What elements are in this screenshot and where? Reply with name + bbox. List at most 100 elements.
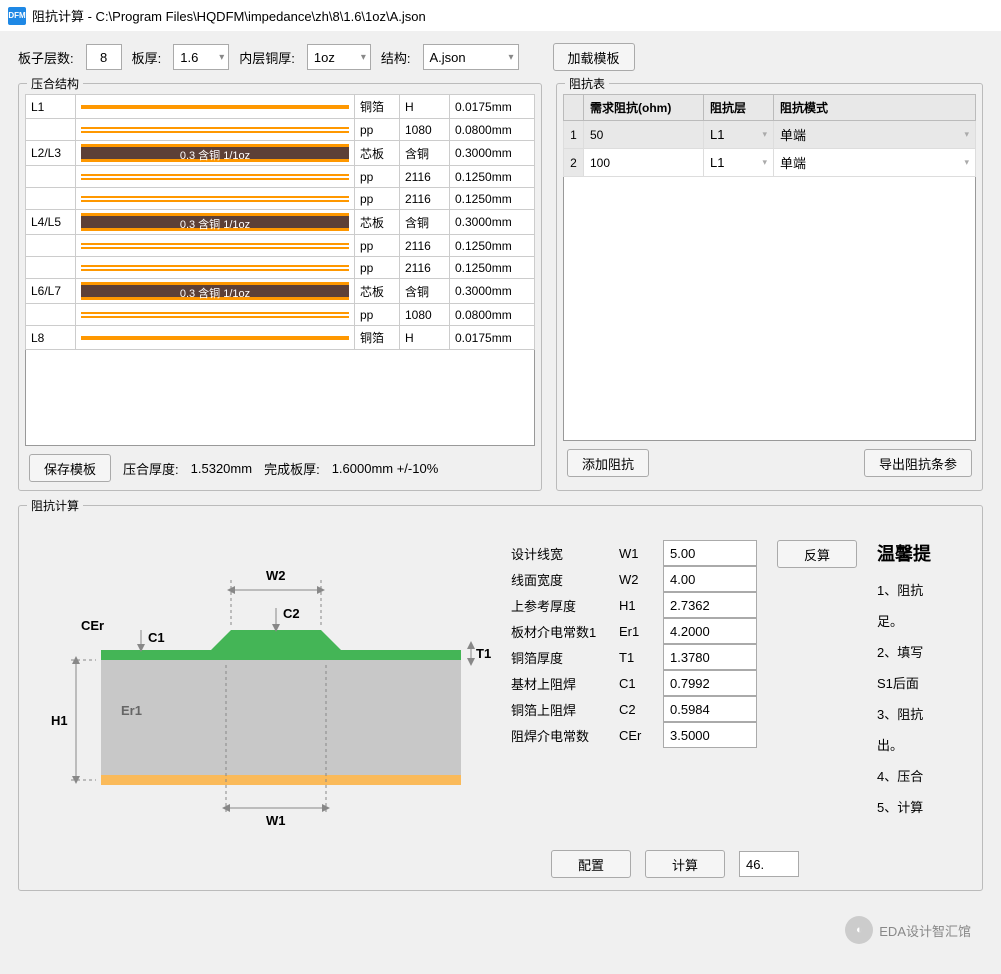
impedance-row[interactable]: 150L1单端 [564,121,976,149]
param-row: 线面宽度 W2 [511,566,757,592]
inner-cu-label: 内层铜厚: [239,48,295,67]
param-row: 设计线宽 W1 [511,540,757,566]
press-thk-value: 1.5320mm [191,461,252,476]
stackup-row[interactable]: pp10800.0800mm [26,119,535,141]
tip-line: 1、阻抗 [877,580,937,599]
tip-line: 足。 [877,611,937,630]
param-row: 上参考厚度 H1 [511,592,757,618]
thickness-label: 板厚: [132,48,162,67]
params-panel: 设计线宽 W1 线面宽度 W2 上参考厚度 H1 板材介电常数1 Er1 铜箔厚度 T1 基材上阻焊… [511,530,757,830]
stackup-row[interactable]: pp21160.1250mm [26,257,535,279]
tip-line: 3、阻抗 [877,704,937,723]
stackup-group: 压合结构 L1铜箔H0.0175mmpp10800.0800mmL2/L30.3… [18,83,542,491]
param-symbol: W2 [619,572,655,587]
param-label: 阻焊介电常数 [511,726,611,745]
cross-section-diagram: W2 C2 CEr C1 T1 H1 Er1 W1 [31,530,491,830]
thickness-combo[interactable]: 1.6 [173,44,229,70]
watermark: ◐ EDA设计智汇馆 [845,916,971,944]
titlebar: DFM 阻抗计算 - C:\Program Files\HQDFM\impeda… [0,0,1001,31]
param-row: 阻焊介电常数 CEr [511,722,757,748]
svg-text:W2: W2 [266,568,286,583]
layers-label: 板子层数: [18,48,74,67]
stackup-row[interactable]: pp10800.0800mm [26,304,535,326]
param-label: 铜箔厚度 [511,648,611,667]
stackup-row[interactable]: pp21160.1250mm [26,166,535,188]
stackup-row[interactable]: pp21160.1250mm [26,235,535,257]
param-label: 板材介电常数1 [511,622,611,641]
calc-group: 阻抗计算 W2 C2 CEr C1 [18,505,983,891]
finish-thk-value: 1.6000mm +/-10% [332,461,439,476]
tips-panel: 温馨提 1、阻抗足。2、填写S1后面3、阻抗出。4、压合5、计算 [877,530,937,830]
imp-header-req: 需求阻抗(ohm) [584,95,704,121]
param-symbol: CEr [619,728,655,743]
add-impedance-button[interactable]: 添加阻抗 [567,449,649,477]
tip-line: 出。 [877,735,937,754]
svg-text:T1: T1 [476,646,491,661]
wechat-icon: ◐ [845,916,873,944]
param-input[interactable] [663,566,757,592]
impedance-row[interactable]: 2100L1单端 [564,149,976,177]
stackup-row[interactable]: L4/L50.3 含铜 1/1oz芯板含铜0.3000mm [26,210,535,235]
finish-thk-label: 完成板厚: [264,459,320,478]
stackup-row[interactable]: pp21160.1250mm [26,188,535,210]
struct-combo[interactable]: A.json [423,44,519,70]
svg-text:Er1: Er1 [121,703,142,718]
param-label: 铜箔上阻焊 [511,700,611,719]
svg-text:CEr: CEr [81,618,104,633]
stackup-row[interactable]: L2/L30.3 含铜 1/1oz芯板含铜0.3000mm [26,141,535,166]
param-input[interactable] [663,722,757,748]
param-input[interactable] [663,644,757,670]
tip-line: S1后面 [877,673,937,692]
param-input[interactable] [663,696,757,722]
impedance-title: 阻抗表 [565,75,609,92]
svg-text:H1: H1 [51,713,68,728]
stackup-table: L1铜箔H0.0175mmpp10800.0800mmL2/L30.3 含铜 1… [25,94,535,350]
stackup-title: 压合结构 [27,75,83,92]
compute-button[interactable]: 计算 [645,850,725,878]
press-thk-label: 压合厚度: [123,459,179,478]
param-label: 设计线宽 [511,544,611,563]
tip-line: 4、压合 [877,766,937,785]
stackup-row[interactable]: L8铜箔H0.0175mm [26,326,535,350]
param-symbol: C1 [619,676,655,691]
svg-text:C2: C2 [283,606,300,621]
svg-text:C1: C1 [148,630,165,645]
impedance-group: 阻抗表 需求阻抗(ohm) 阻抗层 阻抗模式 150L1单端2100L1单端 添… [556,83,983,491]
param-row: 铜箔上阻焊 C2 [511,696,757,722]
stackup-row[interactable]: L6/L70.3 含铜 1/1oz芯板含铜0.3000mm [26,279,535,304]
param-row: 板材介电常数1 Er1 [511,618,757,644]
imp-header-mode: 阻抗模式 [774,95,976,121]
param-row: 基材上阻焊C1 [511,670,757,696]
result-field: 46. [739,851,799,877]
param-input[interactable] [663,618,757,644]
param-symbol: T1 [619,650,655,665]
param-label: 线面宽度 [511,570,611,589]
imp-header-layer: 阻抗层 [704,95,774,121]
reverse-calc-button[interactable]: 反算 [777,540,857,568]
app-icon: DFM [8,7,26,25]
param-input[interactable] [663,540,757,566]
tip-line: 5、计算 [877,797,937,816]
inner-cu-combo[interactable]: 1oz [307,44,371,70]
impedance-table: 需求阻抗(ohm) 阻抗层 阻抗模式 150L1单端2100L1单端 [563,94,976,177]
config-button[interactable]: 配置 [551,850,631,878]
toolbar: 板子层数: 板厚: 1.6 内层铜厚: 1oz 结构: A.json 加载模板 [0,31,1001,83]
tip-line: 2、填写 [877,642,937,661]
svg-text:W1: W1 [266,813,286,828]
param-input[interactable] [663,670,757,696]
param-symbol: C2 [619,702,655,717]
param-label: 上参考厚度 [511,596,611,615]
stackup-row[interactable]: L1铜箔H0.0175mm [26,95,535,119]
window-title: 阻抗计算 - C:\Program Files\HQDFM\impedance\… [32,6,426,25]
save-template-button[interactable]: 保存模板 [29,454,111,482]
param-symbol: W1 [619,546,655,561]
struct-label: 结构: [381,48,411,67]
param-row: 铜箔厚度 T1 [511,644,757,670]
param-symbol: H1 [619,598,655,613]
param-symbol: Er1 [619,624,655,639]
calc-title: 阻抗计算 [27,497,83,514]
param-input[interactable] [663,592,757,618]
export-impedance-button[interactable]: 导出阻抗条参 [864,449,972,477]
layers-input[interactable] [86,44,122,70]
load-template-button[interactable]: 加载模板 [553,43,635,71]
